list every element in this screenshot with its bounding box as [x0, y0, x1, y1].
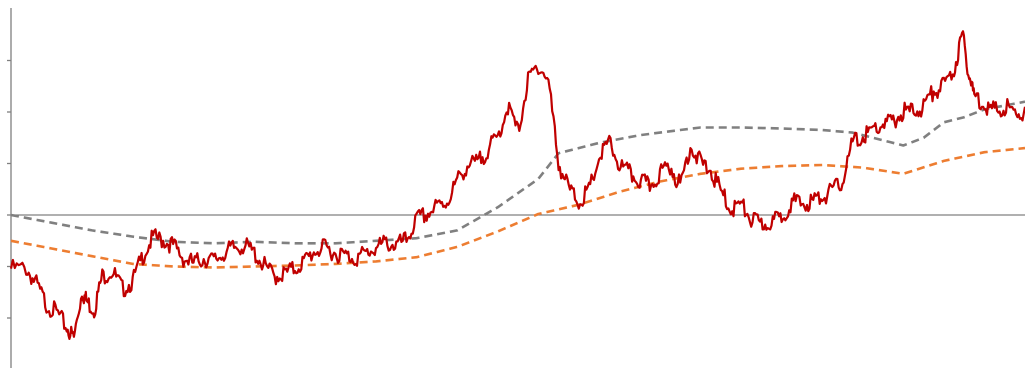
axes [7, 8, 1025, 368]
plot-area [11, 31, 1025, 339]
series-line-0 [11, 31, 1025, 339]
series-line-2 [11, 148, 1025, 267]
